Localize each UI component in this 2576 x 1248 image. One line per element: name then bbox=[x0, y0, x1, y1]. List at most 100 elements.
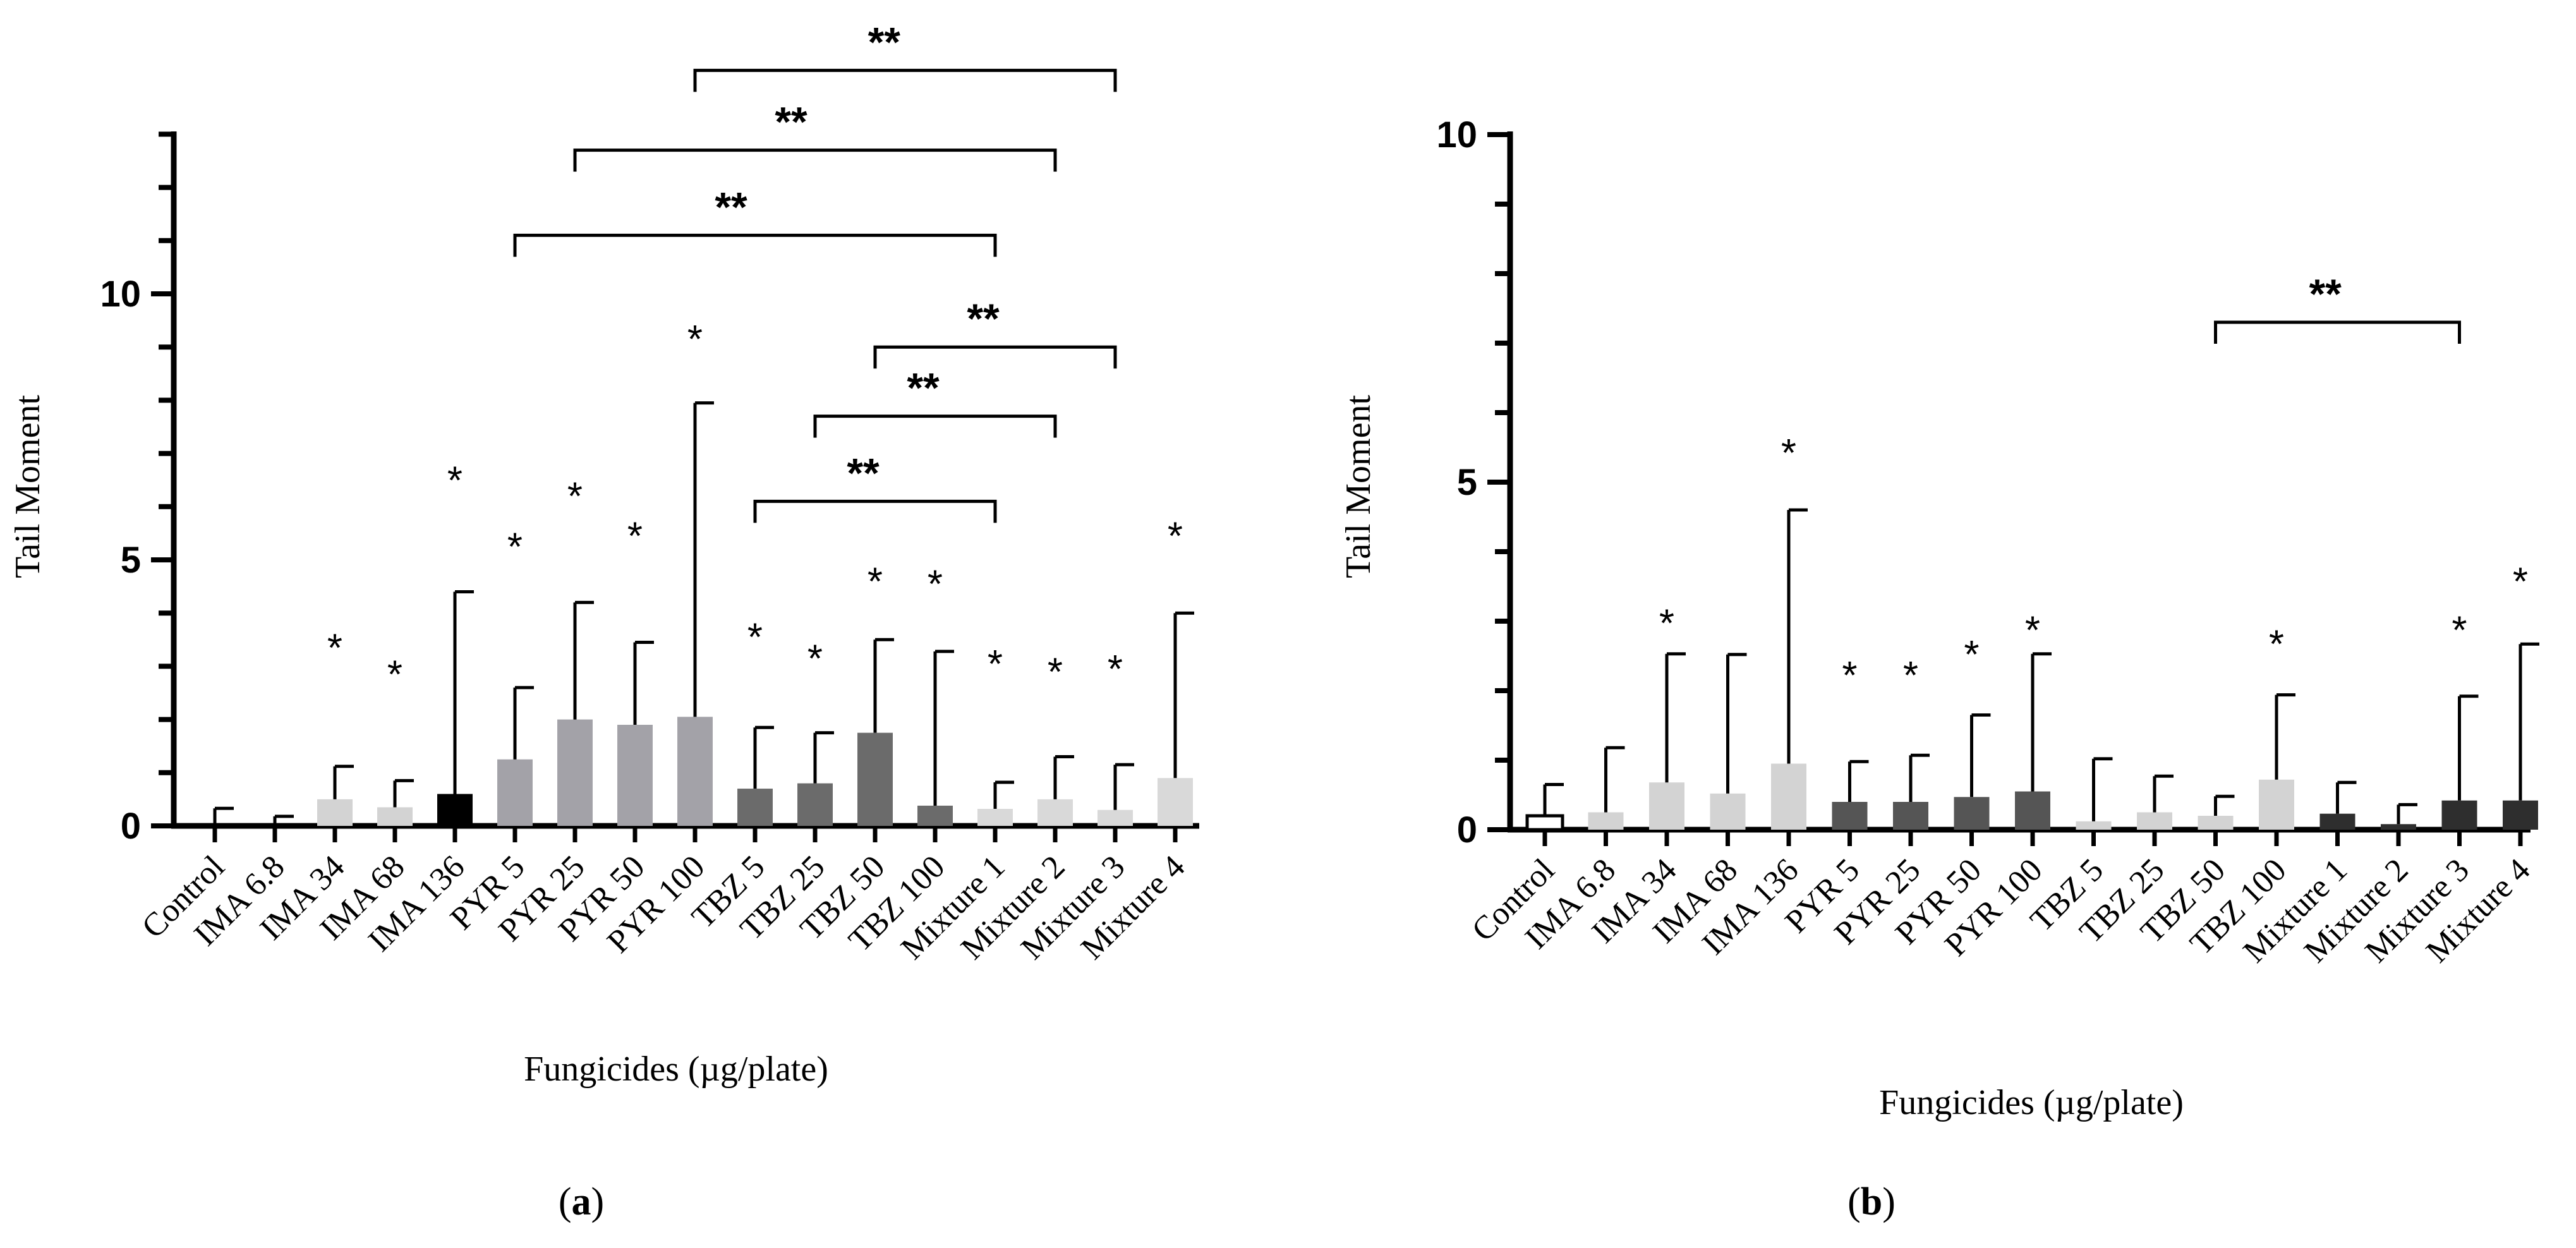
panel-b-error-bar bbox=[1726, 653, 1747, 794]
panel-a-star: * bbox=[1108, 648, 1123, 691]
panel-b-y-tick-label: 5 bbox=[1457, 462, 1477, 503]
panel-a-error-bar bbox=[1113, 763, 1134, 810]
panel-b-significance-stars: * * * * * * * * * bbox=[1659, 432, 2528, 698]
panel-a-error-bar bbox=[693, 401, 714, 717]
panel-a-star: * bbox=[807, 637, 823, 681]
panel-b-star: * bbox=[1964, 633, 1979, 677]
panel-b-bar bbox=[1893, 802, 1928, 830]
panel-a-error-bar bbox=[813, 731, 834, 784]
panel-a-star: * bbox=[1168, 515, 1183, 559]
panel-b-bar bbox=[2198, 816, 2234, 830]
panel-b-bar bbox=[1832, 802, 1868, 830]
panel-b-y-tick-label: 10 bbox=[1436, 114, 1477, 155]
panel-a-ylabel: Tail Moment bbox=[8, 395, 47, 578]
panel-b-star: * bbox=[2452, 609, 2467, 653]
panel-b-bar bbox=[1710, 793, 1746, 830]
panel-b-error-bar bbox=[1604, 746, 1625, 813]
panel-b-label: (b) bbox=[1847, 1180, 1896, 1223]
panel-b-error-bar bbox=[2031, 652, 2052, 792]
panel-b-error-bar bbox=[1543, 783, 1564, 816]
panel-a-bars bbox=[197, 717, 1193, 826]
panel-b-error-bar bbox=[1665, 652, 1686, 783]
panel-a-error-bar bbox=[933, 650, 954, 806]
panel-a-star: * bbox=[687, 318, 703, 361]
panel-b-error-bar bbox=[2336, 780, 2357, 814]
panel-a-bar bbox=[917, 806, 953, 826]
panel-b-bar bbox=[2503, 800, 2538, 830]
panel-b-bars bbox=[1525, 763, 2538, 832]
panel-a-bracket: ** bbox=[873, 295, 1117, 369]
panel-a-error-bar bbox=[333, 765, 354, 799]
panel-a-error-bar bbox=[393, 778, 414, 808]
panel-a-xlabel: Fungicides (µg/plate) bbox=[524, 1050, 828, 1089]
panel-a-star: * bbox=[928, 562, 943, 606]
panel-b-star: * bbox=[2269, 623, 2284, 667]
panel-b-y-tick-label: 0 bbox=[1457, 809, 1477, 851]
panel-a-bar bbox=[977, 809, 1013, 826]
panel-b-star: * bbox=[2025, 609, 2040, 653]
panel-b-error-bar bbox=[1848, 760, 1869, 802]
panel-b-ylabel: Tail Moment bbox=[1339, 395, 1378, 578]
panel-b-error-bars bbox=[1543, 508, 2539, 825]
panel-a-bar bbox=[737, 789, 773, 826]
panel-a-letter: a bbox=[572, 1180, 591, 1223]
panel-b-star: * bbox=[1842, 654, 1857, 698]
panel-b-star: * bbox=[1659, 602, 1674, 646]
panel-a-error-bar bbox=[1053, 755, 1074, 799]
panel-a-y-tick-label: 10 bbox=[100, 274, 141, 315]
panel-a-error-bar bbox=[753, 725, 774, 789]
panel-a-star: * bbox=[868, 560, 883, 603]
panel-a-error-bar bbox=[633, 641, 654, 725]
panel-a-bar bbox=[857, 732, 893, 826]
panel-b-bar bbox=[2441, 800, 2477, 830]
panel-b-axes: 0 5 10 bbox=[1436, 114, 2531, 851]
panel-b-bar bbox=[2076, 821, 2112, 830]
panel-b-bar bbox=[1525, 814, 1564, 832]
panel-a-bracket: ** bbox=[693, 18, 1117, 92]
panel-b-letter: b bbox=[1861, 1180, 1882, 1223]
panel-a-bar bbox=[317, 799, 353, 826]
panel-a-error-bar bbox=[573, 600, 594, 720]
panel-a-bar bbox=[797, 783, 833, 826]
panel-a-bar bbox=[617, 725, 653, 826]
panel-a-error-bars bbox=[213, 401, 1194, 823]
panel-a-bracket-label: ** bbox=[775, 99, 807, 145]
panel-a-bracket: ** bbox=[573, 99, 1057, 172]
panel-b-error-bar bbox=[2397, 803, 2417, 825]
panel-a-bracket-label: ** bbox=[967, 295, 1000, 342]
panel-b-star: * bbox=[1781, 432, 1796, 475]
panel-b-error-bar bbox=[2214, 794, 2235, 816]
panel-b-xlabel: Fungicides (µg/plate) bbox=[1879, 1083, 2184, 1122]
panel-a-bracket-label: ** bbox=[907, 365, 940, 411]
panel-b-error-bar bbox=[2519, 642, 2539, 801]
panel-a-star: * bbox=[507, 526, 523, 569]
panel-a-bar bbox=[1098, 809, 1133, 826]
panel-a-y-tick-label: 5 bbox=[121, 540, 141, 581]
panel-a-star: * bbox=[567, 475, 583, 519]
panel-a-label: (a) bbox=[559, 1180, 604, 1223]
panel-a-bar bbox=[557, 719, 593, 826]
panel-a-bar bbox=[1158, 778, 1193, 826]
panel-a-error-bar bbox=[273, 815, 294, 823]
panel-a-bar bbox=[377, 807, 413, 826]
panel-a-bar bbox=[1037, 799, 1073, 826]
panel-a-star: * bbox=[327, 627, 342, 670]
panel-b-bar bbox=[1771, 763, 1806, 830]
panel-b-error-bar bbox=[1970, 713, 1991, 797]
panel-b-bar bbox=[1588, 812, 1624, 830]
panel-b-bracket-label: ** bbox=[2309, 270, 2342, 317]
panel-a-bar bbox=[677, 717, 713, 826]
panel-b-bar bbox=[1649, 782, 1684, 830]
panel-b-error-bar bbox=[2092, 757, 2113, 821]
panel-a-error-bar bbox=[993, 780, 1014, 809]
panel-a-bracket-label: ** bbox=[715, 183, 747, 230]
panel-a-brackets: ************ bbox=[513, 18, 1117, 523]
panel-b-error-bar bbox=[2275, 693, 2295, 780]
panel-a-bracket-label: ** bbox=[847, 449, 880, 496]
panel-b-bar bbox=[2259, 779, 2294, 830]
